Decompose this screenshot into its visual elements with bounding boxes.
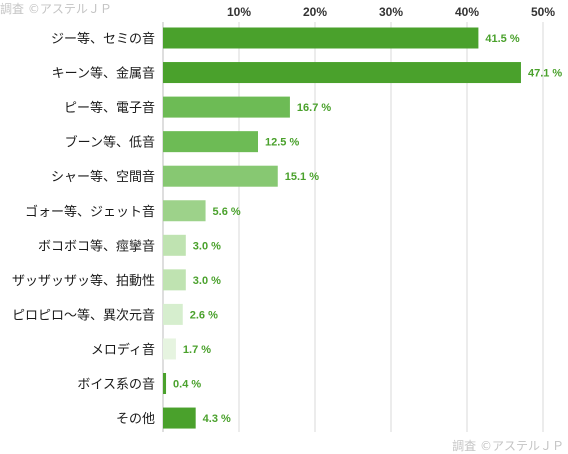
bar: [163, 407, 196, 429]
bar: [163, 165, 278, 187]
category-label: ピロピロ〜等、異次元音: [12, 307, 155, 323]
bar: [163, 338, 176, 360]
bar: [163, 96, 290, 118]
category-label: ボイス系の音: [77, 377, 155, 393]
category-label: ブーン等、低音: [65, 135, 155, 151]
watermark-top: 調査 ©アステルＪＰ: [0, 2, 112, 16]
x-tick-label: 10%: [227, 5, 251, 19]
bar: [163, 373, 167, 394]
bar: [163, 62, 521, 84]
value-label: 0.4 %: [173, 379, 201, 391]
category-label: シャー等、空間音: [51, 169, 155, 185]
watermark-bottom: 調査 ©アステルＪＰ: [452, 439, 564, 453]
value-label: 4.3 %: [203, 413, 231, 425]
category-label: ピー等、電子音: [64, 100, 155, 116]
x-tick-label: 50%: [531, 5, 555, 19]
x-tick-label: 20%: [303, 5, 327, 19]
value-label: 1.7 %: [183, 344, 211, 356]
category-label: ジー等、セミの音: [51, 31, 155, 47]
value-label: 5.6 %: [213, 206, 241, 218]
value-label: 2.6 %: [190, 309, 218, 321]
category-label: ゴォー等、ジェット音: [25, 204, 155, 220]
value-label: 41.5 %: [485, 33, 519, 45]
category-label: ザッザッザッ等、拍動性: [12, 273, 155, 289]
bar: [163, 200, 206, 222]
value-label: 16.7 %: [297, 102, 331, 114]
value-label: 15.1 %: [285, 171, 319, 183]
bar: [163, 269, 186, 291]
category-label: メロディ音: [91, 342, 155, 358]
bar: [163, 234, 186, 256]
value-label: 47.1 %: [528, 68, 562, 80]
bar: [163, 131, 258, 153]
category-label: ボコボコ等、痙攣音: [38, 238, 155, 254]
category-label: その他: [116, 412, 155, 427]
bar: [163, 27, 479, 49]
x-tick-label: 30%: [379, 5, 403, 19]
x-tick-label: 40%: [455, 5, 479, 19]
category-label: キーン等、金属音: [52, 66, 155, 82]
value-label: 3.0 %: [193, 275, 221, 287]
value-label: 3.0 %: [193, 240, 221, 252]
bar: [163, 303, 183, 325]
value-label: 12.5 %: [265, 137, 299, 149]
